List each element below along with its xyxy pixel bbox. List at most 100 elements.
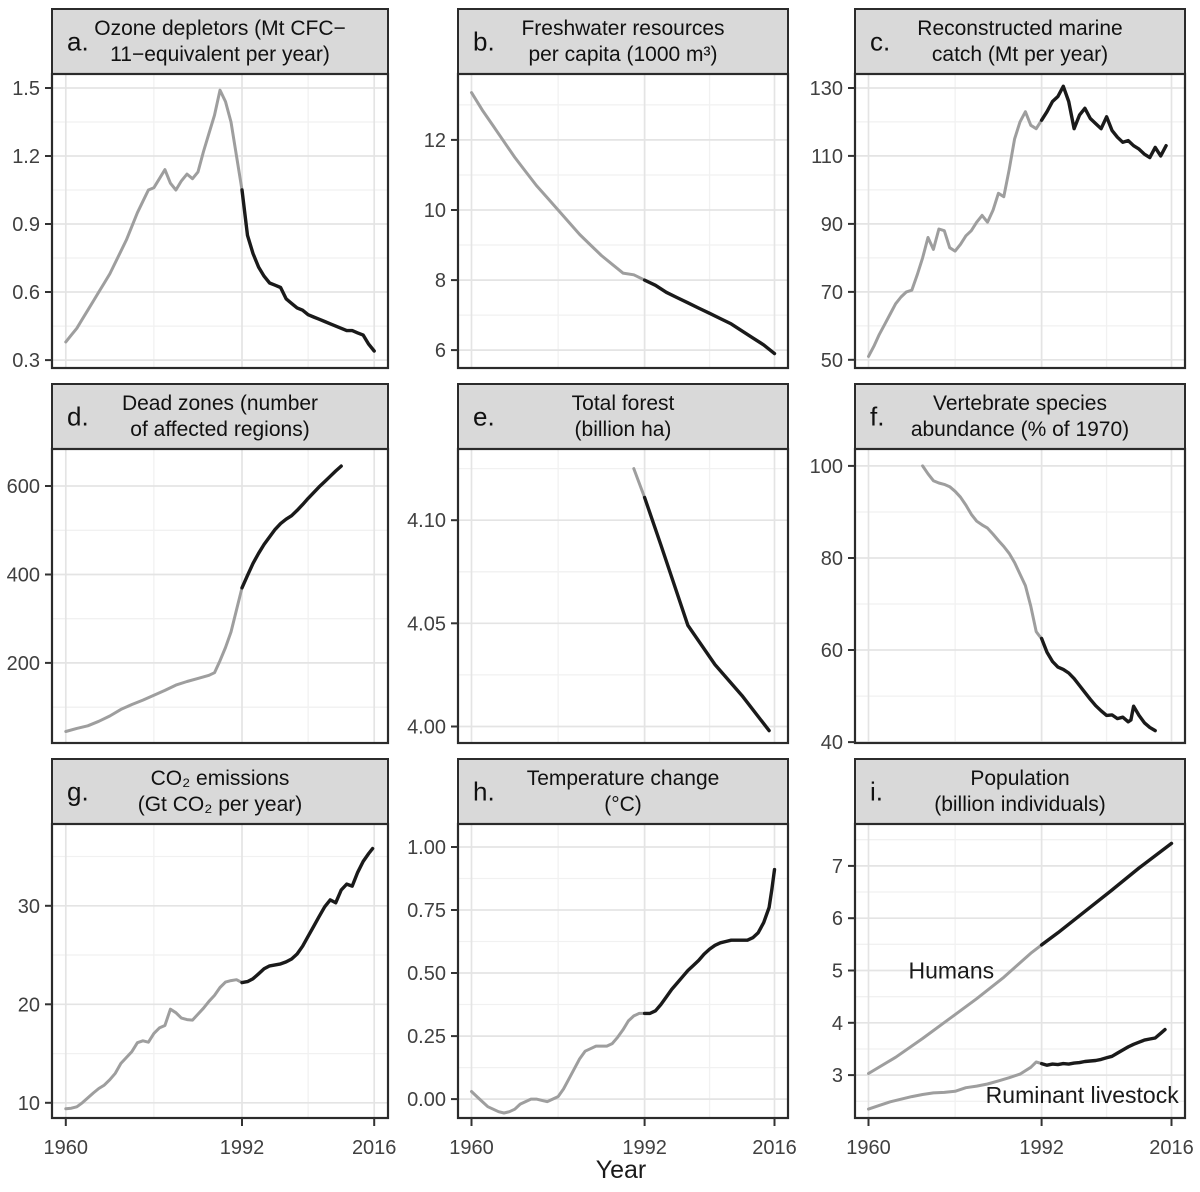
panel-a: a. Ozone depletors (Mt CFC− 11−equivalen… bbox=[0, 8, 390, 372]
panel-d-title: Dead zones (number of affected regions) bbox=[53, 385, 387, 448]
panel-i: i. Population (billion individuals) Huma… bbox=[800, 758, 1194, 1192]
panel-b: b. Freshwater resources per capita (1000… bbox=[406, 8, 790, 370]
svg-text:30: 30 bbox=[18, 896, 40, 918]
panel-f-letter: f. bbox=[870, 401, 885, 431]
panel-f-title-line2: abundance (% of 1970) bbox=[910, 417, 1130, 441]
panel-d-letter: d. bbox=[67, 401, 89, 431]
svg-text:0.25: 0.25 bbox=[407, 1026, 446, 1048]
panel-e-title-line2: (billion ha) bbox=[574, 417, 672, 441]
panel-a-title-line2: 11−equivalent per year) bbox=[110, 42, 330, 66]
svg-text:20: 20 bbox=[18, 994, 40, 1016]
svg-text:6: 6 bbox=[832, 908, 843, 930]
panel-a-letter: a. bbox=[67, 26, 89, 56]
panel-g-title-line2: (Gt CO₂ per year) bbox=[137, 792, 303, 816]
svg-text:0.50: 0.50 bbox=[407, 963, 446, 985]
panel-h-title-line2: (°C) bbox=[604, 792, 642, 816]
panel-e-title: Total forest (billion ha) bbox=[459, 385, 787, 448]
svg-text:0.75: 0.75 bbox=[407, 900, 446, 922]
panel-h-header: h. Temperature change (°C) bbox=[457, 758, 789, 825]
panel-c-title-line2: catch (Mt per year) bbox=[931, 42, 1109, 66]
svg-text:2016: 2016 bbox=[352, 1137, 397, 1159]
panel-f-plot: 40 60 80 100 bbox=[810, 447, 1187, 754]
svg-text:1992: 1992 bbox=[1019, 1137, 1064, 1159]
svg-text:0.00: 0.00 bbox=[407, 1089, 446, 1111]
panel-b-title-line1: Freshwater resources bbox=[521, 16, 725, 40]
svg-text:1960: 1960 bbox=[846, 1137, 891, 1159]
panel-g-title: CO₂ emissions (Gt CO₂ per year) bbox=[53, 760, 387, 823]
panel-g-plot: 10 20 30 1960 1992 2016 bbox=[18, 822, 396, 1159]
svg-text:70: 70 bbox=[821, 282, 843, 304]
svg-text:40: 40 bbox=[821, 732, 843, 754]
svg-text:Ruminant livestock: Ruminant livestock bbox=[986, 1082, 1180, 1108]
svg-text:12: 12 bbox=[424, 130, 446, 152]
svg-text:4.00: 4.00 bbox=[407, 717, 446, 739]
panel-i-plot: Humans Ruminant livestock 3 4 5 6 7 1960 1992 201… bbox=[832, 822, 1194, 1159]
panel-e: e. Total forest (billion ha) 4.00 4.05 4.1… bbox=[406, 383, 790, 745]
svg-text:1960: 1960 bbox=[44, 1137, 89, 1159]
svg-text:1.2: 1.2 bbox=[12, 146, 40, 168]
panel-e-plot: 4.00 4.05 4.10 bbox=[407, 447, 790, 745]
panel-c-letter: c. bbox=[870, 26, 891, 56]
panel-c-title-line1: Reconstructed marine bbox=[917, 16, 1123, 40]
panel-b-title-line2: per capita (1000 m³) bbox=[528, 42, 718, 66]
panel-d-title-line2: of affected regions) bbox=[130, 417, 310, 441]
panel-c-title: Reconstructed marine catch (Mt per year) bbox=[856, 10, 1184, 73]
svg-text:110: 110 bbox=[811, 146, 843, 168]
svg-text:4: 4 bbox=[832, 1013, 843, 1035]
svg-text:3: 3 bbox=[832, 1065, 843, 1087]
panel-d: d. Dead zones (number of affected region… bbox=[0, 383, 390, 745]
svg-text:4.05: 4.05 bbox=[407, 613, 446, 635]
svg-text:5: 5 bbox=[832, 961, 843, 983]
svg-text:100: 100 bbox=[810, 456, 843, 478]
svg-text:10: 10 bbox=[424, 200, 446, 222]
svg-text:130: 130 bbox=[810, 78, 843, 100]
panel-d-title-line1: Dead zones (number bbox=[121, 391, 319, 415]
svg-text:200: 200 bbox=[7, 653, 40, 675]
panel-d-header: d. Dead zones (number of affected region… bbox=[51, 383, 389, 450]
svg-text:0.3: 0.3 bbox=[12, 350, 40, 372]
svg-text:7: 7 bbox=[832, 856, 843, 878]
x-axis-title: Year bbox=[595, 1156, 647, 1184]
svg-text:400: 400 bbox=[7, 565, 40, 587]
panel-c: c. Reconstructed marine catch (Mt per ye… bbox=[800, 8, 1187, 372]
panel-a-title-line1: Ozone depletors (Mt CFC− bbox=[94, 16, 346, 40]
panel-g-letter: g. bbox=[67, 776, 89, 806]
svg-text:8: 8 bbox=[435, 270, 446, 292]
panel-a-plot: 0.3 0.6 0.9 1.2 1.5 bbox=[12, 72, 390, 372]
panel-e-header: e. Total forest (billion ha) bbox=[457, 383, 789, 450]
panel-b-header: b. Freshwater resources per capita (1000… bbox=[457, 8, 789, 75]
svg-text:10: 10 bbox=[18, 1093, 40, 1115]
svg-text:600: 600 bbox=[7, 476, 40, 498]
panel-a-header: a. Ozone depletors (Mt CFC− 11−equivalen… bbox=[51, 8, 389, 75]
svg-text:0.6: 0.6 bbox=[12, 282, 40, 304]
panel-f: f. Vertebrate species abundance (% of 19… bbox=[800, 383, 1187, 754]
panel-b-title: Freshwater resources per capita (1000 m³… bbox=[459, 10, 787, 73]
panel-i-title-line1: Population bbox=[970, 766, 1070, 790]
svg-text:50: 50 bbox=[821, 350, 843, 372]
panel-i-letter: i. bbox=[870, 776, 883, 806]
panel-c-header: c. Reconstructed marine catch (Mt per ye… bbox=[854, 8, 1186, 75]
panel-b-letter: b. bbox=[473, 26, 495, 56]
panel-i-title: Population (billion individuals) bbox=[856, 760, 1184, 823]
panel-a-title: Ozone depletors (Mt CFC− 11−equivalent p… bbox=[53, 10, 387, 73]
panel-f-title-line1: Vertebrate species bbox=[933, 391, 1107, 415]
svg-text:1960: 1960 bbox=[449, 1137, 494, 1159]
panel-h-plot: 0.00 0.25 0.50 0.75 1.00 1960 1992 2016 bbox=[407, 822, 797, 1159]
panel-i-title-line2: (billion individuals) bbox=[934, 792, 1106, 816]
svg-text:90: 90 bbox=[821, 214, 843, 236]
panel-f-title: Vertebrate species abundance (% of 1970) bbox=[856, 385, 1184, 448]
panel-e-title-line1: Total forest bbox=[571, 391, 675, 415]
panel-g-title-line1: CO₂ emissions bbox=[150, 766, 290, 790]
svg-text:1.00: 1.00 bbox=[407, 837, 446, 859]
panel-c-plot: 50 70 90 110 130 bbox=[810, 72, 1187, 372]
svg-text:1992: 1992 bbox=[622, 1137, 667, 1159]
panel-g-header: g. CO₂ emissions (Gt CO₂ per year) bbox=[51, 758, 389, 825]
panel-h-title-line1: Temperature change bbox=[526, 766, 720, 790]
svg-text:1.5: 1.5 bbox=[12, 78, 40, 100]
panel-h-title: Temperature change (°C) bbox=[459, 760, 787, 823]
panel-h: h. Temperature change (°C) 0.00 0.25 0.50 0… bbox=[406, 758, 797, 1192]
panel-f-header: f. Vertebrate species abundance (% of 19… bbox=[854, 383, 1186, 450]
svg-text:2016: 2016 bbox=[752, 1137, 797, 1159]
svg-text:6: 6 bbox=[435, 340, 446, 362]
